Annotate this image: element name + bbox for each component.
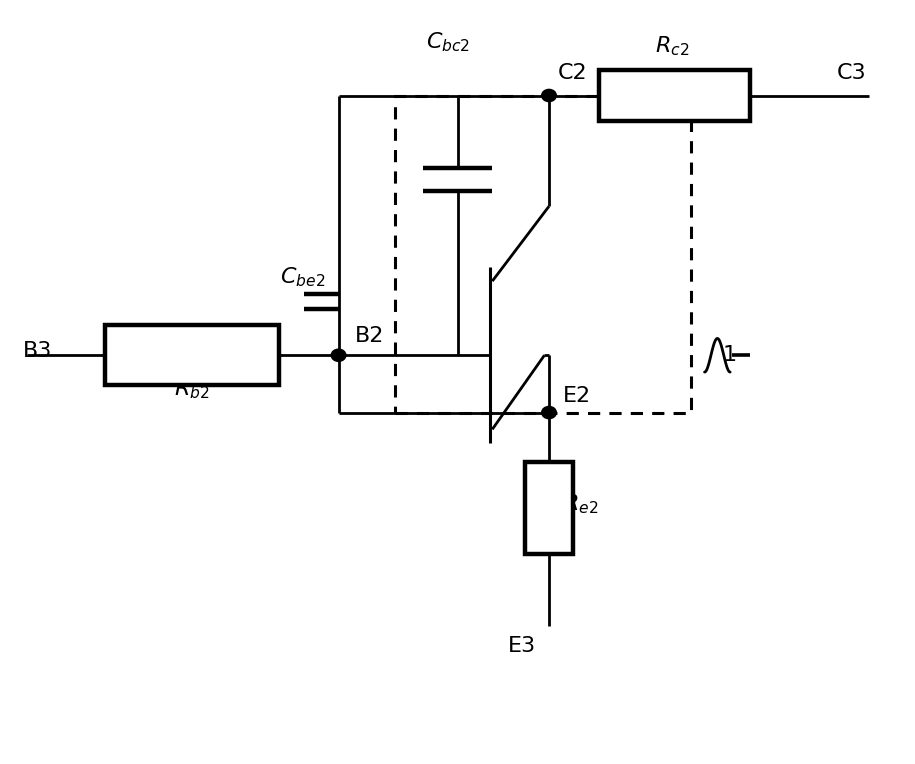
Text: $R_{c2}$: $R_{c2}$ (655, 34, 690, 57)
Circle shape (542, 406, 556, 419)
Text: $C_{be2}$: $C_{be2}$ (280, 266, 325, 289)
Text: B2: B2 (355, 326, 384, 346)
Text: B3: B3 (23, 342, 52, 361)
Text: C3: C3 (837, 63, 867, 83)
Bar (525, 462, 573, 554)
Text: C2: C2 (558, 63, 587, 83)
Text: $R_{b2}$: $R_{b2}$ (175, 378, 210, 401)
Bar (395, 96, 691, 413)
Bar (105, 325, 279, 385)
Text: $R_{e2}$: $R_{e2}$ (563, 493, 598, 516)
Bar (599, 70, 750, 121)
Circle shape (542, 89, 556, 102)
Text: 1: 1 (723, 345, 737, 365)
Text: $C_{bc2}$: $C_{bc2}$ (426, 31, 470, 53)
Circle shape (331, 349, 346, 361)
Text: E2: E2 (563, 386, 591, 406)
Text: E3: E3 (508, 636, 535, 656)
